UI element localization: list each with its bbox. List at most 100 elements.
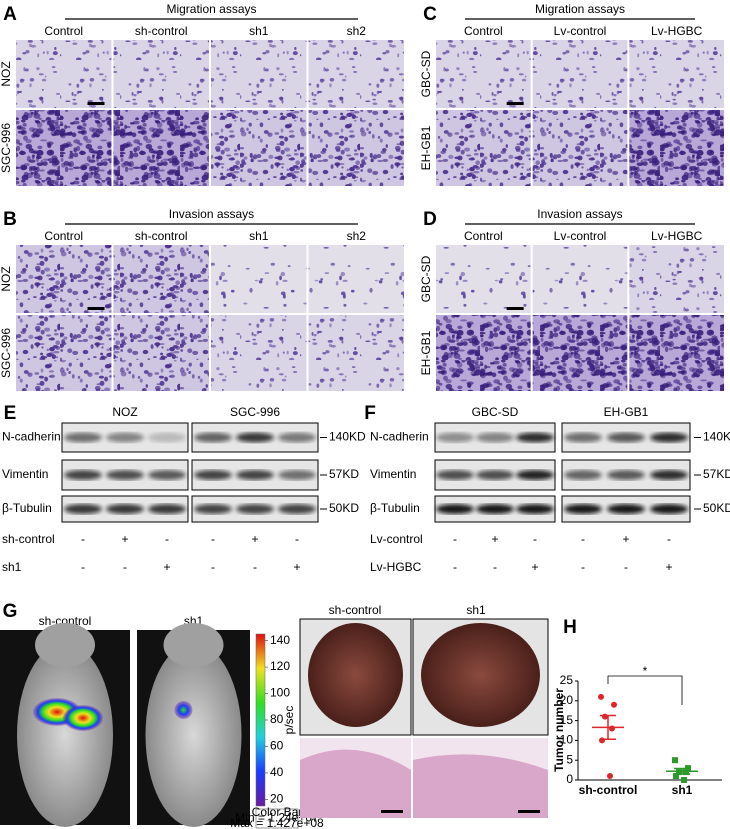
blot-band xyxy=(607,504,645,514)
panel-title: Migration assays xyxy=(535,2,625,16)
group-label: GBC-SD xyxy=(472,405,519,419)
point xyxy=(676,769,682,776)
blot-band xyxy=(436,470,474,480)
condition-sign: - xyxy=(453,560,457,574)
blot-band xyxy=(516,470,554,480)
condition-sign: + xyxy=(622,532,629,546)
micrograph xyxy=(211,245,307,313)
micrograph xyxy=(211,110,307,186)
micrograph xyxy=(436,40,531,108)
micrograph xyxy=(629,110,724,186)
condition-sign: - xyxy=(581,560,585,574)
point xyxy=(681,777,687,783)
signal xyxy=(63,705,103,731)
scale-bar xyxy=(518,810,540,813)
micrograph xyxy=(629,40,724,108)
micrograph xyxy=(629,245,724,313)
column-label: Lv-control xyxy=(554,24,607,38)
histology-edge xyxy=(413,738,548,770)
mouse-head xyxy=(35,623,95,667)
blot-band xyxy=(564,470,602,480)
micrograph xyxy=(113,40,209,108)
size-label: 50KD xyxy=(703,501,730,515)
micrograph xyxy=(436,245,531,313)
size-label: 140KD xyxy=(703,430,730,444)
group-label: NOZ xyxy=(112,405,137,419)
colorbar-note: Max = 1.427e+08 xyxy=(230,816,324,829)
row-label: GBC-SD xyxy=(419,50,433,97)
protein-label: Vimentin xyxy=(2,467,48,481)
blot-band xyxy=(650,432,688,443)
colorbar-tick-label: 60 xyxy=(270,739,284,753)
panel-title: Invasion assays xyxy=(169,207,254,221)
blot-band xyxy=(476,432,514,443)
colorbar-note-box xyxy=(255,808,299,829)
group-label: EH-GB1 xyxy=(604,405,649,419)
blot-band xyxy=(236,470,274,480)
point xyxy=(607,773,613,780)
blot-band xyxy=(194,470,232,480)
column-label: Lv-control xyxy=(554,229,607,243)
condition-sign: - xyxy=(493,560,497,574)
column-label: sh1 xyxy=(249,229,269,243)
colorbar-tick-label: 80 xyxy=(270,712,284,726)
blot-band xyxy=(64,432,102,443)
micrograph xyxy=(532,40,628,108)
panel-letter: G xyxy=(3,601,18,622)
size-label: 50KD xyxy=(329,501,359,515)
colorbar-unit: p/sec xyxy=(282,706,296,735)
column-label: sh-control xyxy=(135,24,188,38)
point xyxy=(683,769,689,776)
blot-band xyxy=(564,504,602,514)
column-label: sh-control xyxy=(135,229,188,243)
blot-band xyxy=(106,470,144,480)
panel-letter: H xyxy=(563,617,577,638)
blot-band xyxy=(148,504,186,514)
mouse-body xyxy=(145,643,242,827)
row-label: SGC-996 xyxy=(0,123,13,173)
y-tick-label: 5 xyxy=(566,752,573,766)
panel-letter: C xyxy=(423,4,437,25)
micrograph xyxy=(113,315,209,391)
blot-band xyxy=(148,432,186,443)
panel-letter: B xyxy=(3,209,17,230)
error-bar xyxy=(600,714,616,740)
point xyxy=(598,693,604,700)
micrograph xyxy=(16,110,112,186)
row-label: SGC-996 xyxy=(0,328,13,378)
blot-band xyxy=(564,432,602,443)
protein-label: β-Tubulin xyxy=(2,501,52,515)
mouse-head xyxy=(163,623,224,667)
condition-label: sh-control xyxy=(2,532,55,546)
micrograph xyxy=(211,315,307,391)
micrograph xyxy=(16,40,112,108)
condition-sign: + xyxy=(531,560,538,574)
condition-sign: - xyxy=(624,560,628,574)
point xyxy=(609,725,615,732)
condition-sign: - xyxy=(253,560,257,574)
micrograph xyxy=(308,245,404,313)
row-label: EH-GB1 xyxy=(419,125,433,170)
blot-band xyxy=(436,504,474,514)
significance-mark: * xyxy=(643,664,648,678)
blot-band xyxy=(278,470,316,480)
panel-letter: D xyxy=(423,209,437,230)
blot-band xyxy=(650,504,688,514)
imaging-label: sh-control xyxy=(39,614,92,628)
condition-sign: + xyxy=(491,532,498,546)
significance-bracket xyxy=(607,675,683,705)
micrograph xyxy=(532,245,628,313)
row-label: NOZ xyxy=(0,266,13,291)
column-label: sh1 xyxy=(249,24,269,38)
condition-label: sh1 xyxy=(2,560,22,574)
blot-band xyxy=(148,470,186,480)
scale-bar xyxy=(506,102,524,105)
y-tick-label: 0 xyxy=(566,772,573,786)
colorbar-note: Color Bar xyxy=(252,805,303,819)
micrograph xyxy=(532,110,628,186)
column-label: Control xyxy=(464,24,503,38)
blot-band xyxy=(106,432,144,443)
scale-bar xyxy=(381,810,403,813)
